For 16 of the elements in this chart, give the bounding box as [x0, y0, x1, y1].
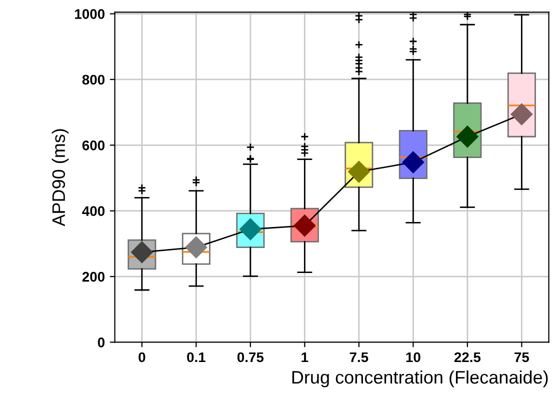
y-tick-label: 600 — [82, 140, 105, 150]
x-tick-label: 1 — [302, 352, 308, 362]
x-tick-label: 0.75 — [237, 352, 264, 362]
y-tick-label: 200 — [82, 272, 105, 282]
y-tick-label: 800 — [82, 74, 105, 85]
x-tick-label: 10 — [406, 352, 420, 362]
y-tick-label: 400 — [82, 206, 105, 216]
y-tick-label: 1000 — [75, 9, 105, 19]
x-tick-label: 75 — [514, 352, 530, 362]
x-tick-label: 0.1 — [187, 352, 206, 362]
y-axis-title: APD90 (ms) — [52, 129, 69, 226]
x-tick-label: 0 — [138, 352, 146, 362]
x-axis-title: Drug concentration (Flecanaide) — [292, 370, 548, 388]
x-tick-label: 22.5 — [454, 352, 481, 362]
y-tick-label: 0 — [98, 338, 105, 348]
x-tick-label: 7.5 — [350, 352, 368, 362]
